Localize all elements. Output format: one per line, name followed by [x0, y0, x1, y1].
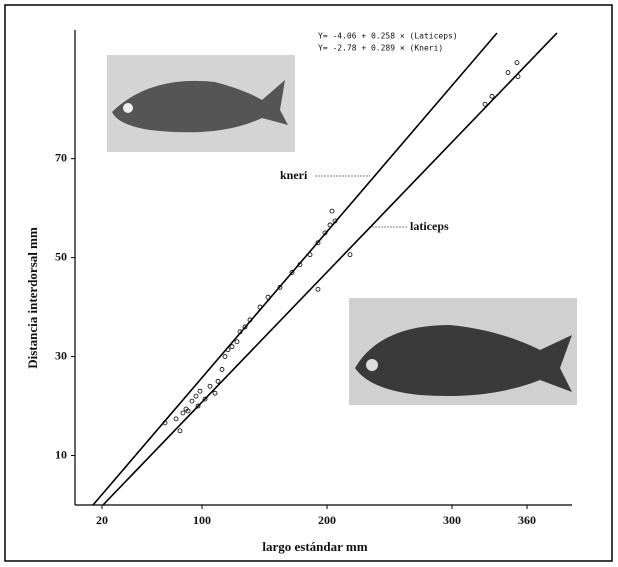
chart: largo estándar mm Distancia interdorsal …	[0, 0, 618, 567]
data-point	[194, 394, 198, 398]
data-point	[316, 287, 320, 291]
data-point	[266, 295, 270, 299]
x-tick-label: 20	[96, 513, 108, 527]
y-tick-label: 70	[55, 150, 67, 164]
x-axis-title: largo estándar mm	[262, 539, 367, 554]
data-point	[490, 94, 494, 98]
equation: Y= -4.06 + 0.258 × (Laticeps)	[318, 32, 458, 41]
data-point	[181, 411, 185, 415]
y-tick-label: 50	[55, 249, 67, 263]
frame	[5, 5, 612, 561]
fish-photo	[349, 298, 577, 405]
x-tick-label: 300	[443, 513, 461, 527]
x-tick-label: 100	[193, 513, 211, 527]
data-point	[208, 384, 212, 388]
line-label: laticeps	[410, 219, 449, 233]
line-label: kneri	[280, 168, 308, 182]
data-point	[230, 345, 234, 349]
data-point	[174, 417, 178, 421]
data-point	[348, 253, 352, 257]
data-point	[198, 389, 202, 393]
data-point	[178, 429, 182, 433]
data-point	[235, 340, 239, 344]
data-point	[516, 75, 520, 79]
data-point	[220, 367, 224, 371]
data-point	[190, 399, 194, 403]
data-point	[330, 209, 334, 213]
x-tick-label: 200	[318, 513, 336, 527]
y-tick-label: 30	[55, 348, 67, 362]
data-point	[506, 71, 510, 75]
equation: Y= -2.78 + 0.289 × (Kneri)	[318, 44, 443, 53]
y-axis-title: Distancia interdorsal mm	[25, 227, 40, 369]
data-point	[223, 355, 227, 359]
y-tick-label: 10	[55, 447, 67, 461]
data-point	[213, 391, 217, 395]
fish-photo	[107, 55, 295, 152]
x-tick-label: 360	[518, 513, 536, 527]
data-point	[216, 379, 220, 383]
data-point	[483, 102, 487, 106]
data-point	[328, 223, 332, 227]
data-point	[515, 61, 519, 65]
data-point	[308, 253, 312, 257]
